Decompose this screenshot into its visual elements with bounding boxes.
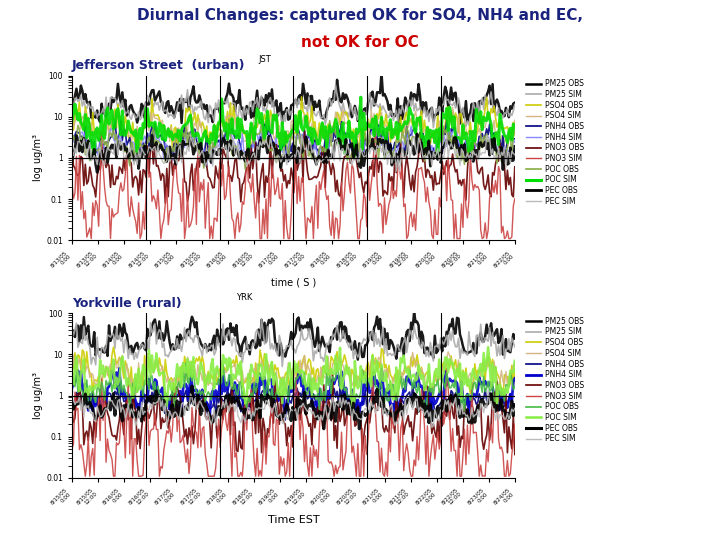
Text: JST: JST xyxy=(258,55,271,64)
Y-axis label: log ug/m³: log ug/m³ xyxy=(33,372,43,419)
Text: not OK for OC: not OK for OC xyxy=(301,35,419,50)
Legend: PM25 OBS, PM25 SIM, PSO4 OBS, PSO4 SIM, PNH4 OBS, PNH4 SIM, PNO3 OBS, PNO3 SIM, : PM25 OBS, PM25 SIM, PSO4 OBS, PSO4 SIM, … xyxy=(523,76,588,209)
Text: YRK: YRK xyxy=(236,293,252,302)
Text: Yorkville (rural): Yorkville (rural) xyxy=(72,297,181,310)
Legend: PM25 OBS, PM25 SIM, PSO4 OBS, PSO4 SIM, PNH4 OBS, PNH4 SIM, PNO3 OBS, PNO3 SIM, : PM25 OBS, PM25 SIM, PSO4 OBS, PSO4 SIM, … xyxy=(523,314,588,447)
X-axis label: Time EST: Time EST xyxy=(268,515,319,525)
Text: Jefferson Street  (urban): Jefferson Street (urban) xyxy=(72,59,246,72)
Y-axis label: log ug/m³: log ug/m³ xyxy=(33,134,43,181)
Text: Diurnal Changes: captured OK for SO4, NH4 and EC,: Diurnal Changes: captured OK for SO4, NH… xyxy=(137,8,583,23)
X-axis label: time ( S ): time ( S ) xyxy=(271,278,316,287)
